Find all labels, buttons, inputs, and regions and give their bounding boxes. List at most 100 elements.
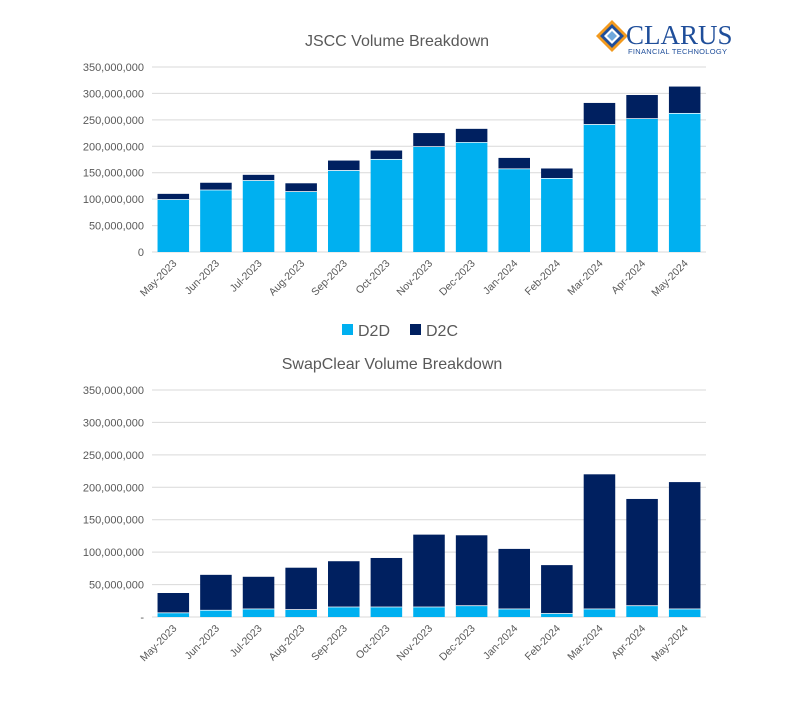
x-tick-label: Nov-2023: [394, 623, 435, 664]
jscc-bars: [157, 86, 701, 253]
x-tick-label: Apr-2024: [609, 623, 648, 662]
x-tick-label: May-2024: [649, 623, 691, 665]
legend-swatch-d2c: [410, 324, 421, 335]
x-tick-label: Jun-2023: [183, 258, 223, 298]
bar-d2c: [541, 565, 573, 614]
x-tick-label: Jul-2023: [228, 623, 265, 660]
bar-d2d: [498, 168, 530, 252]
x-tick-label: Jul-2023: [228, 258, 265, 295]
bar-d2d: [455, 142, 488, 252]
bar-d2d: [157, 612, 190, 617]
x-tick-label: Mar-2024: [565, 258, 605, 298]
bar-d2d: [285, 191, 317, 252]
bar-d2d: [626, 605, 658, 617]
y-tick-label: 350,000,000: [83, 385, 144, 397]
bar-d2d: [242, 180, 275, 252]
bar-d2c: [541, 168, 573, 178]
jscc-y-axis: 0 50,000,000 100,000,000 150,000,000 200,000…: [83, 62, 144, 259]
legend: D2D D2C: [342, 323, 458, 340]
bar-d2d: [541, 178, 573, 252]
bar-d2d: [157, 199, 190, 252]
bar-d2c: [626, 498, 658, 606]
x-tick-label: Apr-2024: [609, 258, 648, 297]
bar-d2c: [498, 157, 530, 169]
bar-d2d: [370, 606, 403, 617]
y-tick-label: 250,000,000: [83, 115, 144, 127]
bar-d2d: [328, 606, 360, 617]
swapclear-bars: [157, 474, 701, 617]
bar-d2d: [498, 608, 530, 617]
swapclear-y-axis: - 50,000,000 100,000,000 150,000,000 200,000…: [83, 385, 145, 624]
logo-tagline: FINANCIAL TECHNOLOGY: [628, 47, 727, 56]
x-tick-label: Dec-2023: [437, 258, 478, 299]
legend-item-d2c: D2C: [410, 323, 458, 340]
bar-d2d: [200, 189, 232, 252]
y-tick-label: 200,000,000: [83, 482, 144, 494]
x-tick-label: Jan-2024: [481, 258, 521, 298]
x-tick-label: Nov-2023: [394, 258, 435, 299]
bar-d2d: [413, 146, 445, 252]
x-tick-label: May-2023: [138, 258, 180, 300]
bar-d2d: [370, 158, 403, 252]
bar-d2d: [583, 608, 616, 617]
bar-d2d: [583, 124, 616, 252]
bar-d2c: [455, 128, 488, 143]
x-tick-label: Oct-2023: [353, 623, 392, 662]
bar-d2c: [285, 183, 317, 192]
y-tick-label: 150,000,000: [83, 515, 144, 527]
bar-d2d: [668, 608, 701, 617]
y-tick-label: 50,000,000: [89, 221, 144, 233]
y-tick-label: 100,000,000: [83, 547, 144, 559]
swapclear-x-axis: May-2023 Jun-2023 Jul-2023 Aug-2023 Sep-2023…: [138, 623, 691, 665]
jscc-x-axis: May-2023 Jun-2023 Jul-2023 Aug-2023 Sep-2023…: [138, 258, 691, 300]
y-tick-label: 300,000,000: [83, 88, 144, 100]
swapclear-chart: SwapClear Volume Breakdown - 50,000,000 10…: [83, 356, 706, 664]
bar-d2c: [583, 474, 616, 609]
x-tick-label: Jun-2023: [183, 623, 223, 663]
bar-d2c: [200, 574, 232, 610]
bar-d2c: [157, 593, 190, 613]
legend-label-d2d: D2D: [358, 323, 390, 340]
bar-d2c: [328, 160, 360, 171]
bar-d2c: [583, 102, 616, 125]
y-tick-label: 0: [138, 247, 144, 259]
logo-diamond-icon: [596, 20, 628, 52]
y-tick-label: -: [140, 612, 144, 624]
bar-d2c: [668, 482, 701, 609]
bar-d2d: [328, 170, 360, 252]
bar-d2d: [668, 112, 701, 252]
x-tick-label: Jan-2024: [481, 623, 521, 663]
bar-d2d: [626, 118, 658, 253]
bar-d2c: [455, 535, 488, 606]
bar-d2c: [328, 561, 360, 607]
bar-d2d: [242, 608, 275, 617]
x-tick-label: Aug-2023: [267, 623, 308, 664]
bar-d2c: [157, 193, 190, 200]
y-tick-label: 250,000,000: [83, 450, 144, 462]
chart-title-swapclear: SwapClear Volume Breakdown: [282, 356, 503, 373]
legend-label-d2c: D2C: [426, 323, 458, 340]
bar-d2c: [498, 548, 530, 609]
bar-d2c: [668, 86, 701, 113]
jscc-chart: JSCC Volume Breakdown 0 50,000,000 100,000…: [83, 33, 706, 299]
bar-d2c: [200, 182, 232, 190]
x-tick-label: Feb-2024: [523, 623, 563, 663]
y-tick-label: 100,000,000: [83, 194, 144, 206]
bar-d2c: [242, 174, 275, 181]
y-tick-label: 150,000,000: [83, 168, 144, 180]
bar-d2c: [626, 95, 658, 119]
bar-d2d: [200, 609, 232, 617]
bar-d2d: [413, 606, 445, 617]
bar-d2c: [370, 150, 403, 159]
bar-d2d: [285, 609, 317, 617]
y-tick-label: 350,000,000: [83, 62, 144, 74]
x-tick-label: Sep-2023: [309, 623, 350, 664]
y-tick-label: 200,000,000: [83, 141, 144, 153]
chart-title-jscc: JSCC Volume Breakdown: [305, 33, 489, 50]
x-tick-label: Mar-2024: [565, 623, 605, 663]
bar-d2d: [541, 613, 573, 617]
x-tick-label: Aug-2023: [267, 258, 308, 299]
bar-d2c: [370, 557, 403, 607]
bar-d2c: [413, 133, 445, 147]
